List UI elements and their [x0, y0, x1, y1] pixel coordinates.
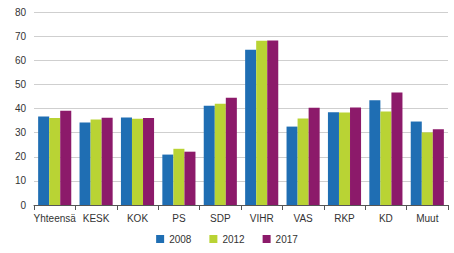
svg-text:80: 80: [15, 7, 27, 18]
svg-text:30: 30: [15, 127, 27, 138]
svg-text:KESK: KESK: [83, 213, 110, 224]
svg-text:PS: PS: [172, 213, 186, 224]
svg-text:20: 20: [15, 151, 27, 162]
svg-text:70: 70: [15, 31, 27, 42]
svg-text:50: 50: [15, 79, 27, 90]
svg-text:40: 40: [15, 103, 27, 114]
svg-text:2008: 2008: [169, 234, 192, 245]
svg-text:10: 10: [15, 175, 27, 186]
svg-text:VAS: VAS: [293, 213, 313, 224]
svg-text:Yhteensä: Yhteensä: [34, 213, 77, 224]
svg-text:2012: 2012: [222, 234, 245, 245]
svg-text:KD: KD: [379, 213, 393, 224]
svg-text:RKP: RKP: [334, 213, 355, 224]
svg-text:0: 0: [20, 200, 26, 211]
svg-text:Muut: Muut: [416, 213, 438, 224]
svg-text:VIHR: VIHR: [250, 213, 274, 224]
svg-text:2017: 2017: [276, 234, 299, 245]
svg-text:SDP: SDP: [210, 213, 231, 224]
svg-text:60: 60: [15, 55, 27, 66]
svg-text:KOK: KOK: [127, 213, 148, 224]
